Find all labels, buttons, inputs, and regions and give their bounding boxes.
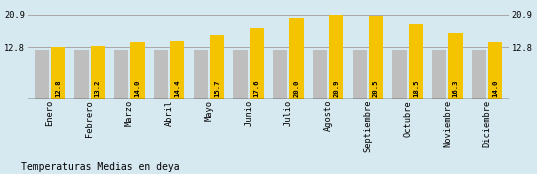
- Text: 14.4: 14.4: [174, 80, 180, 97]
- Bar: [114, 50, 128, 98]
- Bar: [51, 47, 65, 98]
- Bar: [369, 16, 383, 98]
- Text: 17.6: 17.6: [254, 80, 260, 97]
- Bar: [34, 50, 49, 98]
- Bar: [210, 35, 224, 98]
- Text: 20.5: 20.5: [373, 80, 379, 97]
- Bar: [353, 50, 367, 98]
- Text: 16.3: 16.3: [453, 80, 459, 97]
- Bar: [329, 15, 344, 98]
- Text: 12.8: 12.8: [55, 80, 61, 97]
- Bar: [130, 42, 144, 98]
- Bar: [448, 33, 463, 98]
- Bar: [74, 50, 89, 98]
- Bar: [91, 46, 105, 98]
- Bar: [409, 24, 423, 98]
- Bar: [313, 50, 327, 98]
- Text: 13.2: 13.2: [95, 80, 101, 97]
- Bar: [393, 50, 407, 98]
- Bar: [193, 50, 208, 98]
- Text: 14.0: 14.0: [134, 80, 141, 97]
- Text: 20.9: 20.9: [333, 80, 339, 97]
- Text: Temperaturas Medias en deya: Temperaturas Medias en deya: [21, 162, 180, 172]
- Bar: [488, 42, 503, 98]
- Bar: [154, 50, 168, 98]
- Bar: [170, 41, 184, 98]
- Text: 14.0: 14.0: [492, 80, 498, 97]
- Text: 18.5: 18.5: [413, 80, 419, 97]
- Bar: [273, 50, 287, 98]
- Bar: [233, 50, 248, 98]
- Bar: [472, 50, 486, 98]
- Bar: [250, 28, 264, 98]
- Bar: [432, 50, 446, 98]
- Text: 20.0: 20.0: [294, 80, 300, 97]
- Text: 15.7: 15.7: [214, 80, 220, 97]
- Bar: [289, 18, 304, 98]
